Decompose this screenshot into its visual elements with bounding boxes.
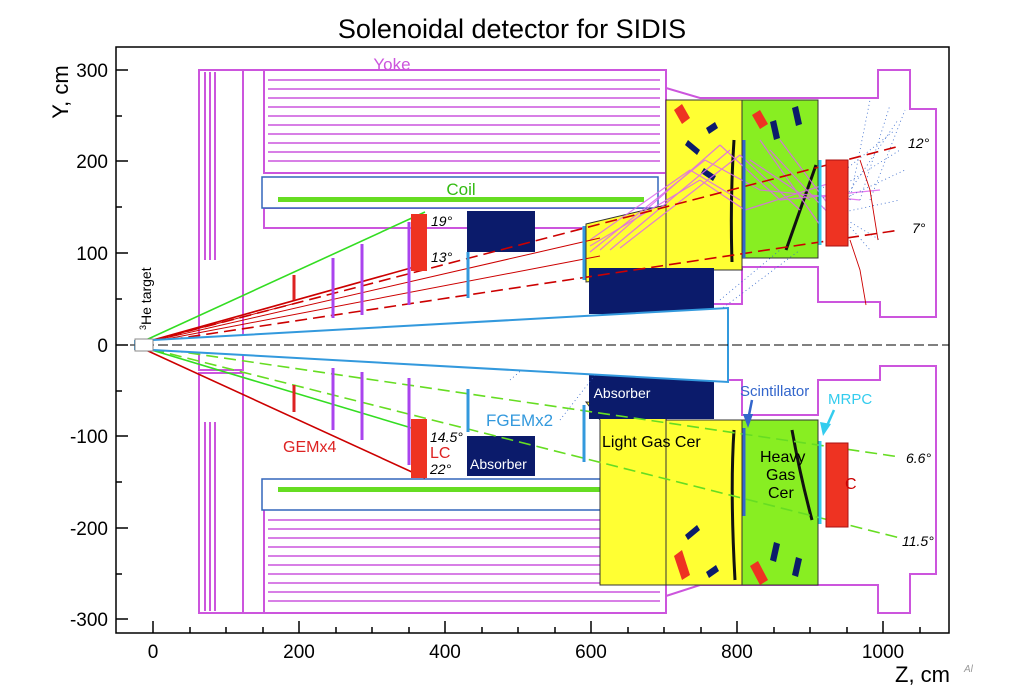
chart-title: Solenoidal detector for SIDIS [338, 14, 686, 44]
heavy-gas-cer-label-3: Cer [768, 485, 794, 502]
heavy-gas-cer-label-1: Heavy [760, 449, 805, 466]
lc-label: LC [430, 445, 450, 462]
y-tick-label: 300 [76, 61, 108, 82]
heavy-gas-cerenkov-upper [741, 99, 819, 259]
target-label-text: He target [138, 267, 154, 325]
ec-label: C [845, 476, 857, 493]
target-label-sup: 3 [138, 325, 148, 330]
gem-label: GEMx4 [283, 439, 336, 456]
angle-lines [134, 145, 901, 539]
yoke-lower-slabs [268, 519, 660, 602]
y-tick-label: -300 [70, 610, 108, 631]
angle-22-label: 22° [429, 461, 452, 477]
fgem-label: FGEMx2 [486, 411, 553, 430]
lc-lower [411, 419, 427, 478]
light-gas-cerenkov-upper [665, 99, 743, 271]
scintillator-label: Scintillator [740, 383, 809, 400]
x-axis-ticks [152, 621, 921, 633]
heavy-gas-cerenkov-lower [741, 419, 819, 586]
y-tick-label: 200 [76, 152, 108, 173]
mrpc-label: MRPC [828, 391, 872, 408]
target-cell [134, 338, 154, 352]
y-axis-title: Y, cm [48, 65, 73, 118]
angle-13-label: 13° [431, 249, 453, 265]
coil-lower-winding [278, 487, 644, 492]
angle-14-5-label: 14.5° [430, 429, 463, 445]
yoke-upper-slabs [268, 79, 660, 162]
y-tick-label: -200 [70, 519, 108, 540]
y-axis-ticks [116, 69, 128, 620]
x-tick-label: 200 [283, 642, 315, 663]
angle-11-5-label: 11.5° [902, 533, 934, 549]
light-gas-cer-label: Light Gas Cer [602, 434, 701, 451]
cerenkov-pmts [674, 104, 768, 585]
electron-tracks [849, 159, 879, 306]
coil-lower [261, 478, 659, 511]
x-tick-labels: 0 200 400 600 800 1000 [148, 642, 904, 663]
x-tick-label: 600 [575, 642, 607, 663]
angle-7-label: 7° [912, 220, 926, 236]
x-axis-title: Z, cm [895, 662, 950, 687]
corner-mark: Al [963, 664, 974, 675]
y-tick-label: 0 [97, 336, 108, 357]
absorber-label-low: Absorber [470, 456, 527, 472]
ec-upper [825, 159, 849, 247]
detector-layout [116, 69, 949, 614]
absorber-upper-large [589, 268, 714, 314]
ec-lower [825, 442, 849, 528]
label-arrows [743, 399, 836, 436]
lc-upper [411, 214, 427, 271]
yoke-label: Yoke [373, 55, 410, 74]
heavy-gas-cer-label-2: Gas [766, 467, 795, 484]
coil-upper-winding [278, 197, 644, 202]
angle-6-6-label: 6.6° [906, 450, 931, 466]
cerenkov-mirrors [685, 106, 802, 578]
fgem-planes [466, 226, 586, 462]
absorber-upper-small [467, 211, 535, 252]
x-tick-label: 800 [721, 642, 753, 663]
angle-labels: 19° 13° 12° 7° 14.5° 22° 6.6° 11.5° [429, 135, 934, 549]
angle-19-label: 19° [431, 213, 453, 229]
gem-planes [292, 222, 411, 465]
x-tick-label: 400 [429, 642, 461, 663]
coil-label: Coil [446, 180, 475, 199]
x-tick-label: 1000 [862, 642, 904, 663]
y-tick-label: -100 [70, 427, 108, 448]
coil-upper [261, 176, 659, 209]
y-tick-label: 100 [76, 244, 108, 265]
target-label: 3He target [138, 267, 154, 330]
absorber-label-mid: Absorber [594, 385, 651, 401]
y-tick-labels: 300 200 100 0 -100 -200 -300 [70, 61, 108, 631]
angle-12-label: 12° [908, 135, 930, 151]
svg-text:3He target: 3He target [138, 267, 154, 330]
x-tick-label: 0 [148, 642, 159, 663]
